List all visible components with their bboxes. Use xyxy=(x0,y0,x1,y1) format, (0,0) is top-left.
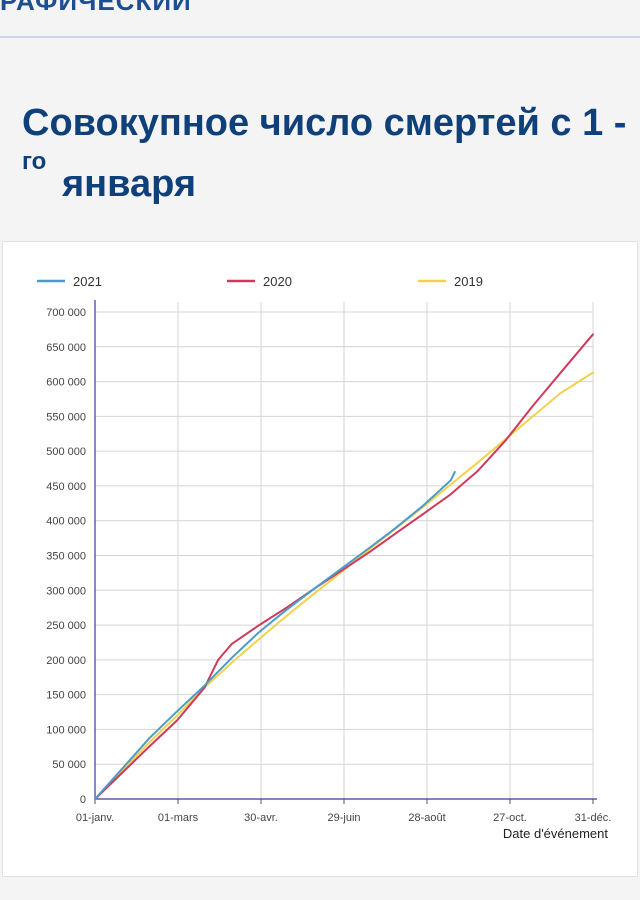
y-tick-label: 600 000 xyxy=(46,377,86,389)
x-axis-title: Date d'événement xyxy=(503,826,608,841)
y-tick-label: 400 000 xyxy=(46,516,86,528)
section-heading: РАФИЧЕСКИЙ xyxy=(0,0,192,16)
top-nav-bar: РАФИЧЕСКИЙ xyxy=(0,0,640,38)
legend-label-2019: 2019 xyxy=(454,274,483,289)
legend-label-2021: 2021 xyxy=(73,274,102,289)
y-tick-label: 350 000 xyxy=(46,551,86,563)
x-tick-label: 01-janv. xyxy=(76,812,114,824)
y-tick-label: 50 000 xyxy=(52,759,86,771)
y-tick-label: 450 000 xyxy=(46,481,86,493)
y-tick-label: 700 000 xyxy=(46,307,86,319)
y-tick-label: 550 000 xyxy=(46,411,86,423)
y-tick-label: 500 000 xyxy=(46,446,86,458)
legend-label-2020: 2020 xyxy=(263,274,292,289)
title-superscript: го xyxy=(22,148,47,175)
series-line-2021 xyxy=(94,471,456,800)
title-line-1: Совокупное число смертей с 1 - xyxy=(22,102,627,144)
x-tick-label: 27-oct. xyxy=(493,812,527,824)
chart-card: 0 50 000 100 000 150 000 200 000 250 000 300 0… xyxy=(2,241,638,877)
y-tick-label: 100 000 xyxy=(46,724,86,736)
page-title: Совокупное число смертей с 1 - го января xyxy=(22,100,626,205)
y-tick-label: 650 000 xyxy=(46,342,86,354)
y-tick-label: 150 000 xyxy=(46,690,86,702)
y-tick-label: 300 000 xyxy=(46,585,86,597)
cumulative-deaths-chart: 0 50 000 100 000 150 000 200 000 250 000 300 0… xyxy=(37,274,612,841)
x-tick-label: 01-mars xyxy=(158,812,199,824)
x-tick-label: 30-avr. xyxy=(244,812,278,824)
y-tick-label: 0 xyxy=(80,794,86,806)
x-tick-label: 31-déc. xyxy=(575,812,612,824)
y-tick-label: 250 000 xyxy=(46,620,86,632)
y-tick-label: 200 000 xyxy=(46,655,86,667)
x-tick-label: 29-juin xyxy=(327,812,360,824)
title-line-2: января xyxy=(62,163,197,205)
x-tick-label: 28-août xyxy=(408,812,445,824)
